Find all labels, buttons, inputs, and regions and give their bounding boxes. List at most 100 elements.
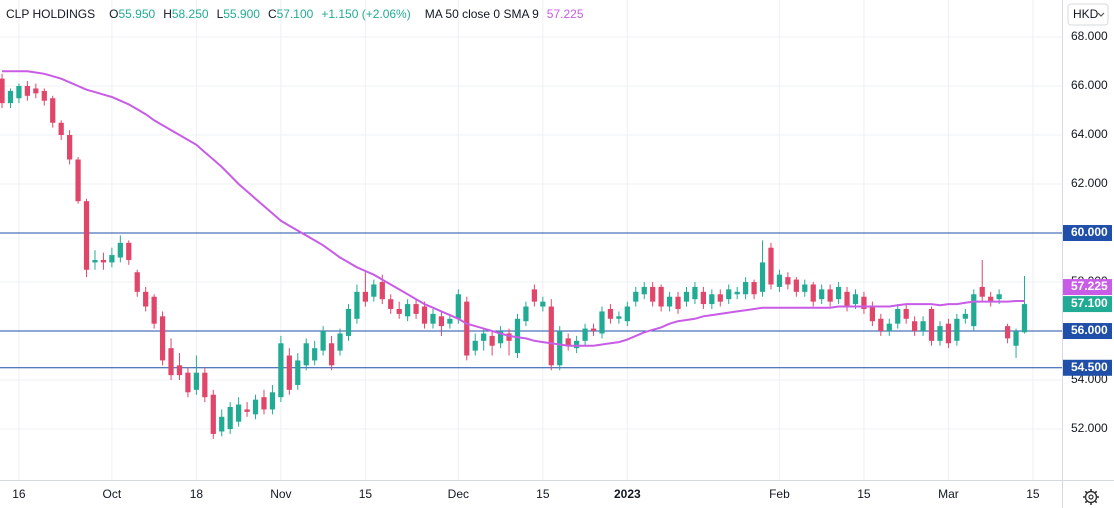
candle-body — [413, 304, 419, 314]
last-price-label-box — [1063, 296, 1112, 313]
candle-body — [337, 333, 343, 351]
candle-body — [92, 259, 98, 263]
candle-body — [1021, 304, 1028, 333]
x-tick-label: 16 — [12, 487, 26, 501]
ohlc-key: O — [109, 7, 118, 21]
candle-body — [903, 308, 909, 319]
candle-body — [700, 291, 707, 305]
candle-body — [7, 90, 14, 104]
x-tick-label: Feb — [769, 487, 790, 501]
candle-body — [202, 372, 208, 398]
candle-body — [540, 301, 546, 307]
x-tick-label: 15 — [536, 487, 550, 501]
candle-body — [455, 294, 461, 319]
candle-body — [303, 343, 309, 366]
dropdown-arrow — [1097, 12, 1105, 17]
y-tick-label: 68.000 — [1071, 29, 1108, 43]
candle-body — [219, 416, 225, 432]
candle-body — [962, 313, 968, 319]
candle-body — [126, 242, 132, 260]
candle-body — [954, 318, 960, 341]
currency-label[interactable]: HKD — [1073, 7, 1099, 21]
candle-body — [227, 406, 233, 430]
moving-average-label-box — [1063, 279, 1112, 296]
candle-body — [852, 294, 859, 305]
candle-body — [497, 331, 504, 344]
x-tick-label: 15 — [359, 487, 373, 501]
x-tick-label: 2023 — [614, 487, 641, 501]
candle-body — [616, 316, 622, 319]
candle-body — [641, 286, 647, 295]
x-tick-label: Nov — [270, 487, 291, 501]
candle-body — [472, 340, 478, 351]
x-tick-label: Mar — [938, 487, 959, 501]
candle-body — [278, 343, 284, 398]
candle-body — [100, 259, 107, 263]
candle-body — [58, 122, 64, 136]
candle-body — [819, 289, 825, 300]
horizontal-line-label: 56.000 — [1071, 323, 1108, 337]
candle-body — [988, 296, 994, 302]
y-tick-label: 66.000 — [1071, 78, 1108, 92]
currency-button-box[interactable] — [1067, 3, 1109, 26]
settings-button[interactable] — [1083, 489, 1099, 505]
candle-body — [134, 272, 140, 292]
x-tick-label: 15 — [857, 487, 871, 501]
candle-body — [574, 340, 580, 349]
candle-body — [759, 262, 766, 292]
moving-average-label: 57.225 — [1071, 279, 1108, 293]
candle-body — [430, 313, 436, 324]
y-tick-label: 62.000 — [1071, 176, 1108, 190]
gear-center — [1088, 494, 1094, 500]
candle-body — [886, 323, 892, 332]
candle-body — [421, 306, 428, 324]
candle-body — [869, 306, 876, 322]
candle-body — [683, 291, 690, 302]
candle-body — [83, 201, 90, 270]
x-tick-label: 15 — [1026, 487, 1040, 501]
candle-body — [726, 289, 732, 300]
candle-body — [624, 306, 630, 322]
candle-body — [937, 326, 943, 341]
candle-body — [971, 294, 977, 327]
candle-body — [607, 308, 614, 319]
candle-body — [785, 277, 791, 285]
horizontal-line-label: 54.500 — [1071, 360, 1108, 374]
candle-body — [151, 296, 157, 324]
candle-body — [320, 331, 326, 351]
axes: 52.00054.00056.00058.00060.00062.00064.0… — [12, 29, 1112, 501]
candle-body — [743, 282, 749, 295]
candle-body — [438, 316, 445, 327]
currency-button[interactable]: HKD — [1067, 3, 1109, 26]
candle-body — [244, 409, 250, 412]
candle-body — [176, 365, 183, 376]
candle-body — [41, 90, 47, 101]
candle-body — [768, 247, 774, 285]
candle-body — [379, 282, 385, 300]
candle-body — [236, 404, 242, 422]
candle-body — [168, 348, 174, 376]
candle-body — [328, 343, 335, 366]
horizontal-line-label: 60.000 — [1071, 225, 1108, 239]
ohlc-value: 57.100 — [277, 7, 314, 21]
x-tick-label: Dec — [448, 487, 469, 501]
candle-body — [599, 311, 605, 334]
candle-body — [159, 316, 166, 361]
candle-body — [50, 98, 56, 123]
candle-body — [261, 397, 267, 410]
x-tick-label: 18 — [190, 487, 204, 501]
candle-body — [979, 286, 985, 297]
horizontal-line-label-box — [1063, 225, 1112, 242]
candle-body — [67, 135, 73, 160]
candle-body — [844, 291, 850, 307]
candle-body — [658, 286, 664, 307]
candle-body — [0, 78, 5, 104]
ohlc-value: 55.900 — [223, 7, 260, 21]
indicator-name: MA 50 close 0 SMA 9 — [425, 7, 539, 21]
candle-body — [895, 308, 901, 324]
candle-body — [16, 86, 22, 99]
candle-body — [751, 282, 757, 295]
candle-body — [210, 394, 216, 434]
ohlc-key: C — [268, 7, 277, 21]
